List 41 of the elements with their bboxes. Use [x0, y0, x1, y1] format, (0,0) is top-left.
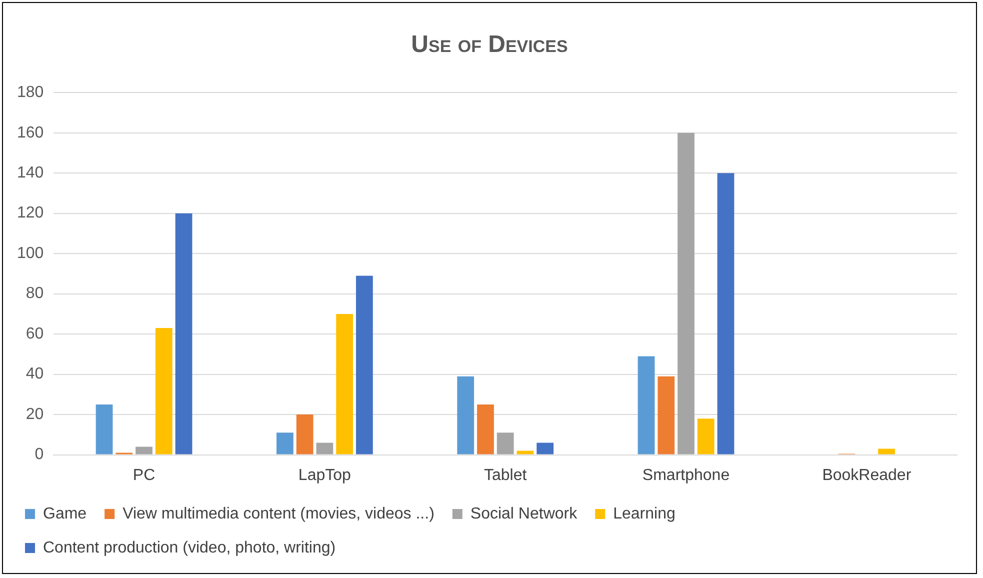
bar [878, 448, 895, 454]
bar [697, 418, 714, 454]
y-tick-label: 20 [26, 406, 44, 423]
y-tick-label: 160 [16, 124, 44, 142]
chart-title: Use of Devices [410, 31, 569, 59]
bar [276, 432, 294, 454]
bar [296, 414, 314, 454]
bar [356, 276, 373, 454]
bar [536, 442, 554, 454]
bar [496, 432, 514, 454]
bar [316, 442, 334, 454]
bar [717, 173, 734, 454]
y-tick-label: 80 [26, 285, 44, 302]
bar [175, 213, 192, 454]
x-tick-label: Smartphone [642, 466, 730, 484]
legend-label: Social Network [470, 505, 578, 522]
bar [658, 376, 675, 454]
bar [155, 328, 172, 454]
legend-label: Learning [613, 505, 676, 522]
y-tick-label: 180 [16, 84, 44, 102]
bar [678, 132, 694, 454]
legend-label: Game [43, 505, 87, 522]
y-tick-label: 0 [34, 446, 44, 464]
bar [516, 450, 534, 454]
bar [96, 404, 113, 454]
x-tick-label: Tablet [484, 466, 528, 484]
bar [638, 356, 655, 454]
y-tick-label: 120 [16, 204, 44, 222]
y-tick-label: 40 [26, 366, 44, 383]
bar [136, 446, 152, 454]
y-tick-label: 100 [16, 244, 44, 262]
bar [477, 404, 494, 454]
legend-label: View multimedia content (movies, videos ...) [122, 505, 434, 522]
x-tick-label: BookReader [822, 466, 912, 484]
bar [336, 314, 354, 454]
x-tick-label: LapTop [298, 466, 352, 484]
y-tick-label: 60 [26, 325, 44, 342]
x-tick-label: PC [132, 466, 156, 484]
bar [457, 376, 474, 454]
legend-label: Content production (video, photo, writing) [43, 539, 336, 556]
y-tick-label: 140 [16, 164, 44, 182]
